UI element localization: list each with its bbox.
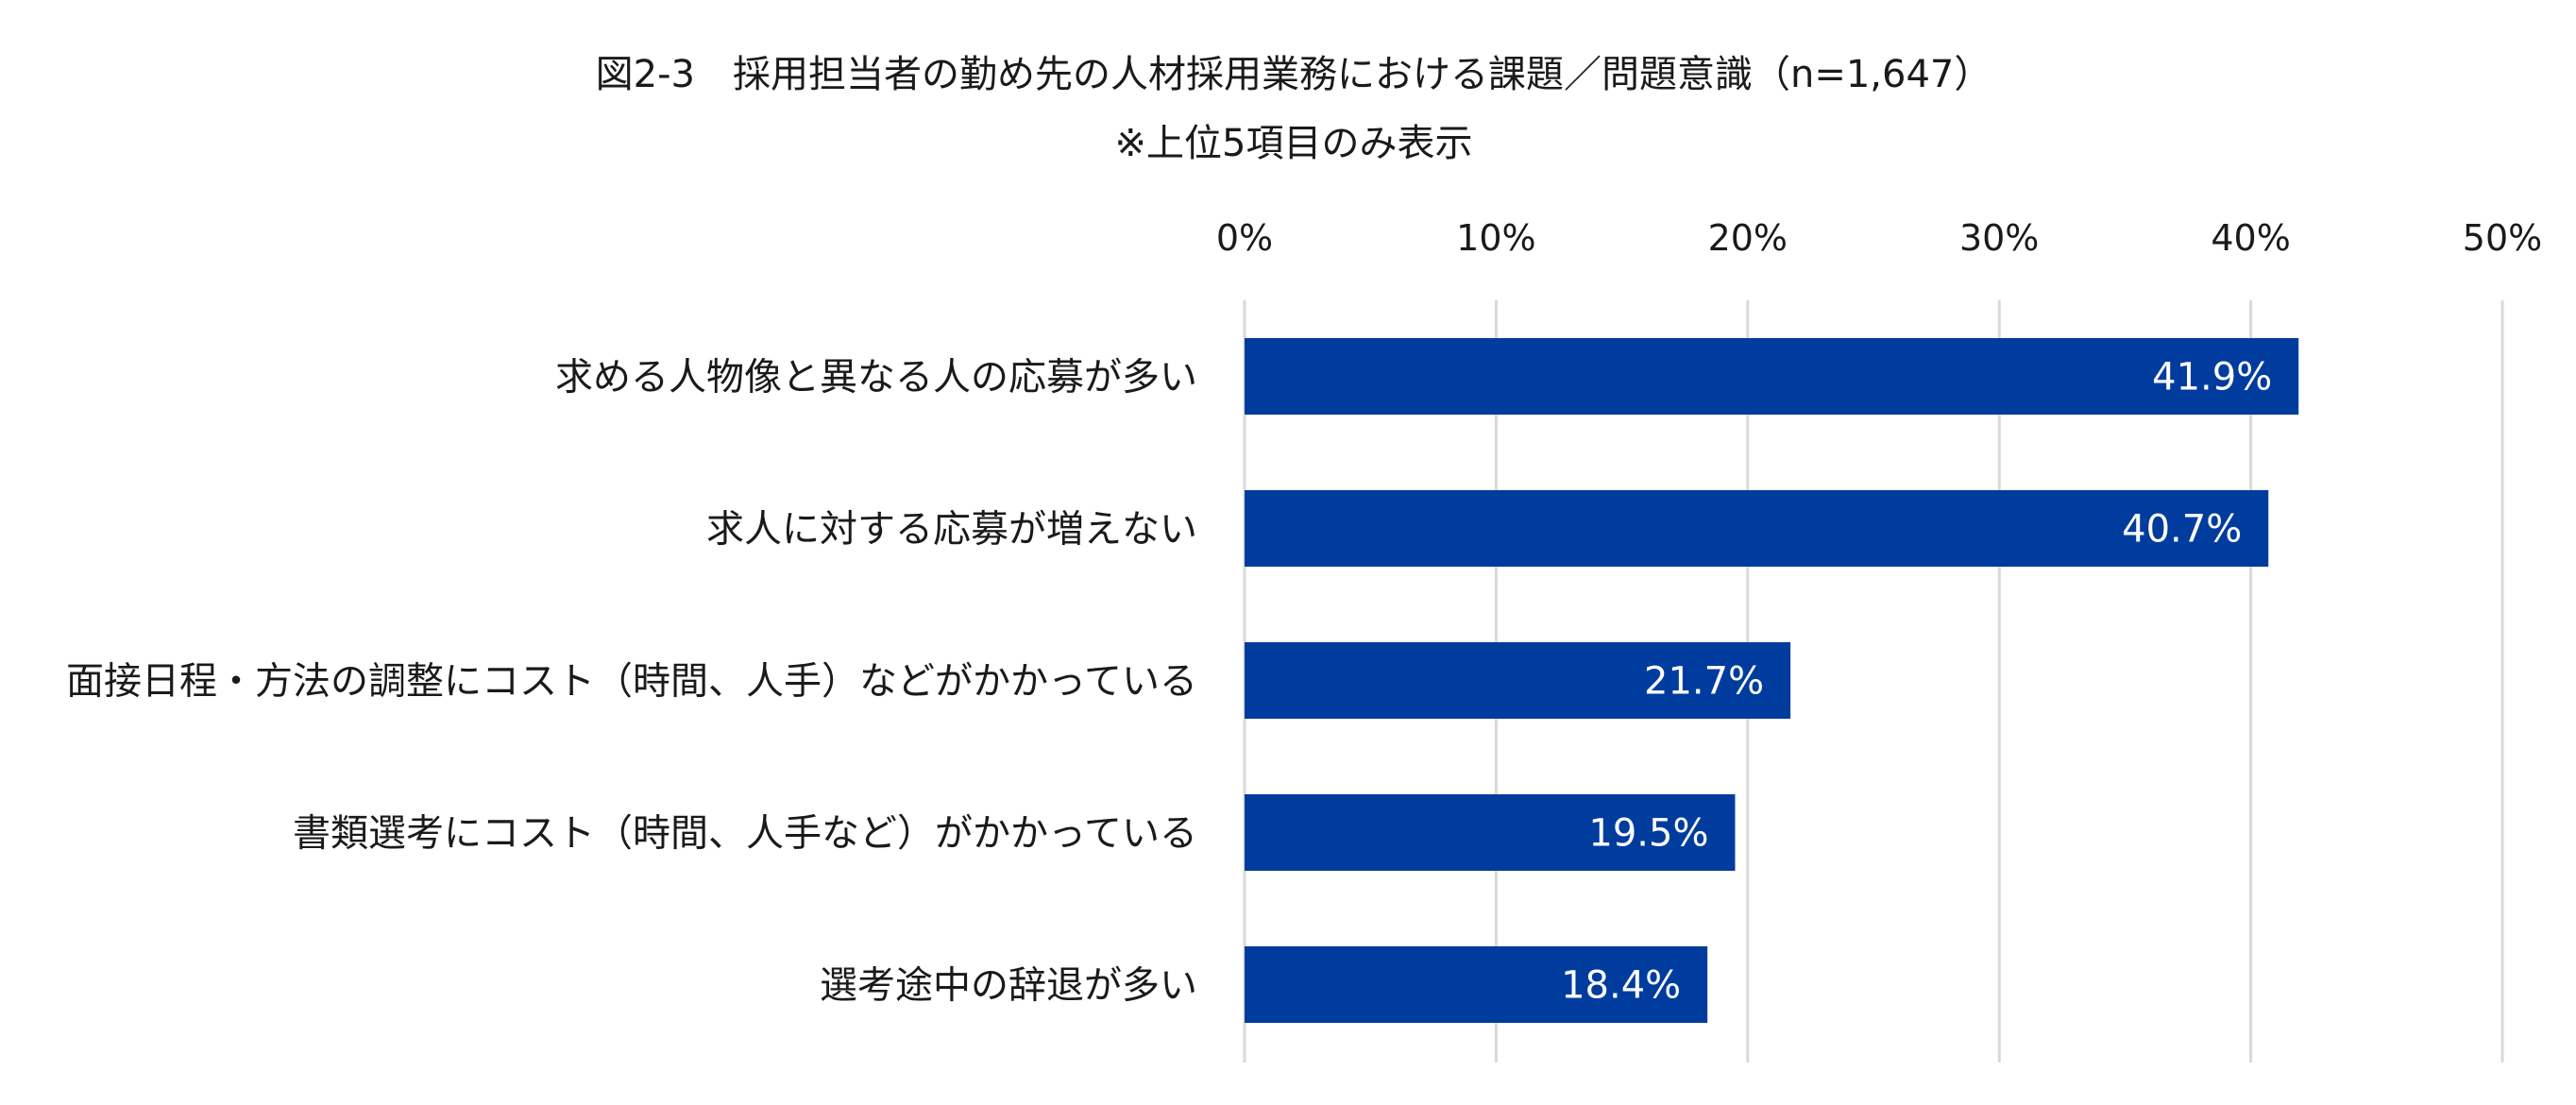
data-label: 40.7% <box>2122 508 2242 552</box>
x-tick-label: 20% <box>1708 217 1788 259</box>
data-label: 41.9% <box>2152 356 2272 400</box>
category-label: 選考途中の辞退が多い <box>820 964 1197 1008</box>
x-tick-label: 30% <box>1959 217 2039 259</box>
bar <box>1245 642 1791 719</box>
value-labels: 41.9% 40.7% 21.7% 19.5% 18.4% <box>1561 356 2272 1008</box>
category-label: 面接日程・方法の調整にコスト（時間、人手）などがかかっている <box>66 660 1197 704</box>
x-tick-label: 50% <box>2463 217 2542 259</box>
x-axis-ticks: 0% 10% 20% 30% 40% 50% <box>1216 217 2542 259</box>
bar <box>1245 794 1736 871</box>
data-label: 19.5% <box>1588 812 1708 856</box>
chart-subtitle: ※上位5項目のみ表示 <box>1115 122 1473 165</box>
category-label: 求人に対する応募が増えない <box>706 508 1197 552</box>
data-label: 21.7% <box>1644 660 1764 704</box>
bar <box>1245 946 1708 1023</box>
category-label: 書類選考にコスト（時間、人手など）がかかっている <box>293 812 1197 856</box>
x-tick-label: 40% <box>2211 217 2290 259</box>
bar <box>1245 490 2269 567</box>
bars <box>1245 338 2299 1023</box>
x-tick-label: 10% <box>1456 217 1535 259</box>
x-tick-label: 0% <box>1216 217 1273 259</box>
category-label: 求める人物像と異なる人の応募が多い <box>555 356 1197 400</box>
bar <box>1245 338 2299 415</box>
chart-title: 図2-3 採用担当者の勤め先の人材採用業務における課題／問題意識（n=1,647… <box>596 53 1992 96</box>
category-labels: 求める人物像と異なる人の応募が多い求人に対する応募が増えない面接日程・方法の調整… <box>66 356 1197 1008</box>
data-label: 18.4% <box>1561 964 1681 1008</box>
